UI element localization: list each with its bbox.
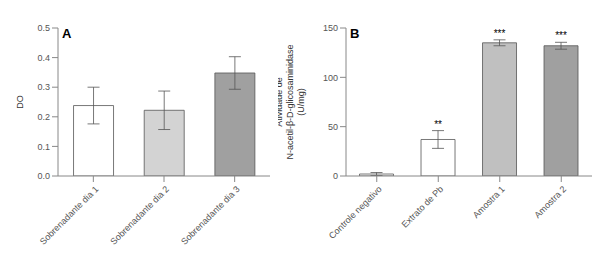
svg-text:0.4: 0.4 xyxy=(37,53,50,63)
svg-text:0.2: 0.2 xyxy=(37,112,50,122)
svg-text:0.0: 0.0 xyxy=(37,171,50,181)
svg-text:Sobrenadante dia 1: Sobrenadante dia 1 xyxy=(38,184,101,247)
svg-text:Extrato de Pb: Extrato de Pb xyxy=(400,184,446,230)
svg-text:Amostra 1: Amostra 1 xyxy=(471,184,507,220)
svg-text:***: *** xyxy=(494,28,506,39)
svg-text:Sobrenadante dia 2: Sobrenadante dia 2 xyxy=(108,184,171,247)
svg-text:0: 0 xyxy=(333,171,338,181)
svg-text:**: ** xyxy=(434,119,442,130)
svg-text:***: *** xyxy=(555,30,567,41)
svg-text:150: 150 xyxy=(323,23,338,33)
svg-text:Atividade deN-acetil-β-D-glico: Atividade deN-acetil-β-D-glicosaminidase… xyxy=(278,44,306,159)
svg-text:Sobrenadante dia 3: Sobrenadante dia 3 xyxy=(179,184,242,247)
svg-text:0.5: 0.5 xyxy=(37,23,50,33)
svg-text:50: 50 xyxy=(328,122,338,132)
svg-text:Amostra 2: Amostra 2 xyxy=(532,184,568,220)
svg-text:0.3: 0.3 xyxy=(37,82,50,92)
svg-text:Controle negativo: Controle negativo xyxy=(327,184,384,241)
svg-text:100: 100 xyxy=(323,73,338,83)
svg-text:0.1: 0.1 xyxy=(37,142,50,152)
svg-text:DO: DO xyxy=(15,95,25,109)
html-text:B: B xyxy=(350,26,360,41)
html-text:A: A xyxy=(62,26,72,41)
